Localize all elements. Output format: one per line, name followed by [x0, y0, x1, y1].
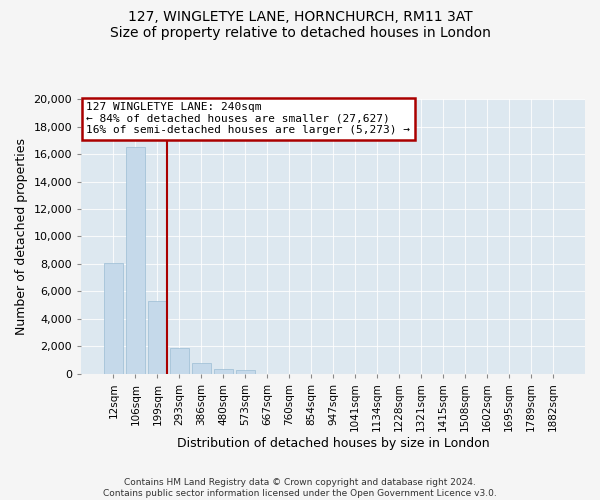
Bar [236, 370, 254, 374]
Bar [214, 369, 233, 374]
Bar [126, 147, 145, 374]
Bar [192, 363, 211, 374]
X-axis label: Distribution of detached houses by size in London: Distribution of detached houses by size … [177, 437, 490, 450]
Y-axis label: Number of detached properties: Number of detached properties [15, 138, 28, 335]
Bar [148, 301, 167, 374]
Text: Contains HM Land Registry data © Crown copyright and database right 2024.
Contai: Contains HM Land Registry data © Crown c… [103, 478, 497, 498]
Bar [104, 262, 123, 374]
Bar [170, 348, 188, 374]
Text: 127 WINGLETYE LANE: 240sqm
← 84% of detached houses are smaller (27,627)
16% of : 127 WINGLETYE LANE: 240sqm ← 84% of deta… [86, 102, 410, 135]
Text: 127, WINGLETYE LANE, HORNCHURCH, RM11 3AT
Size of property relative to detached : 127, WINGLETYE LANE, HORNCHURCH, RM11 3A… [110, 10, 490, 40]
